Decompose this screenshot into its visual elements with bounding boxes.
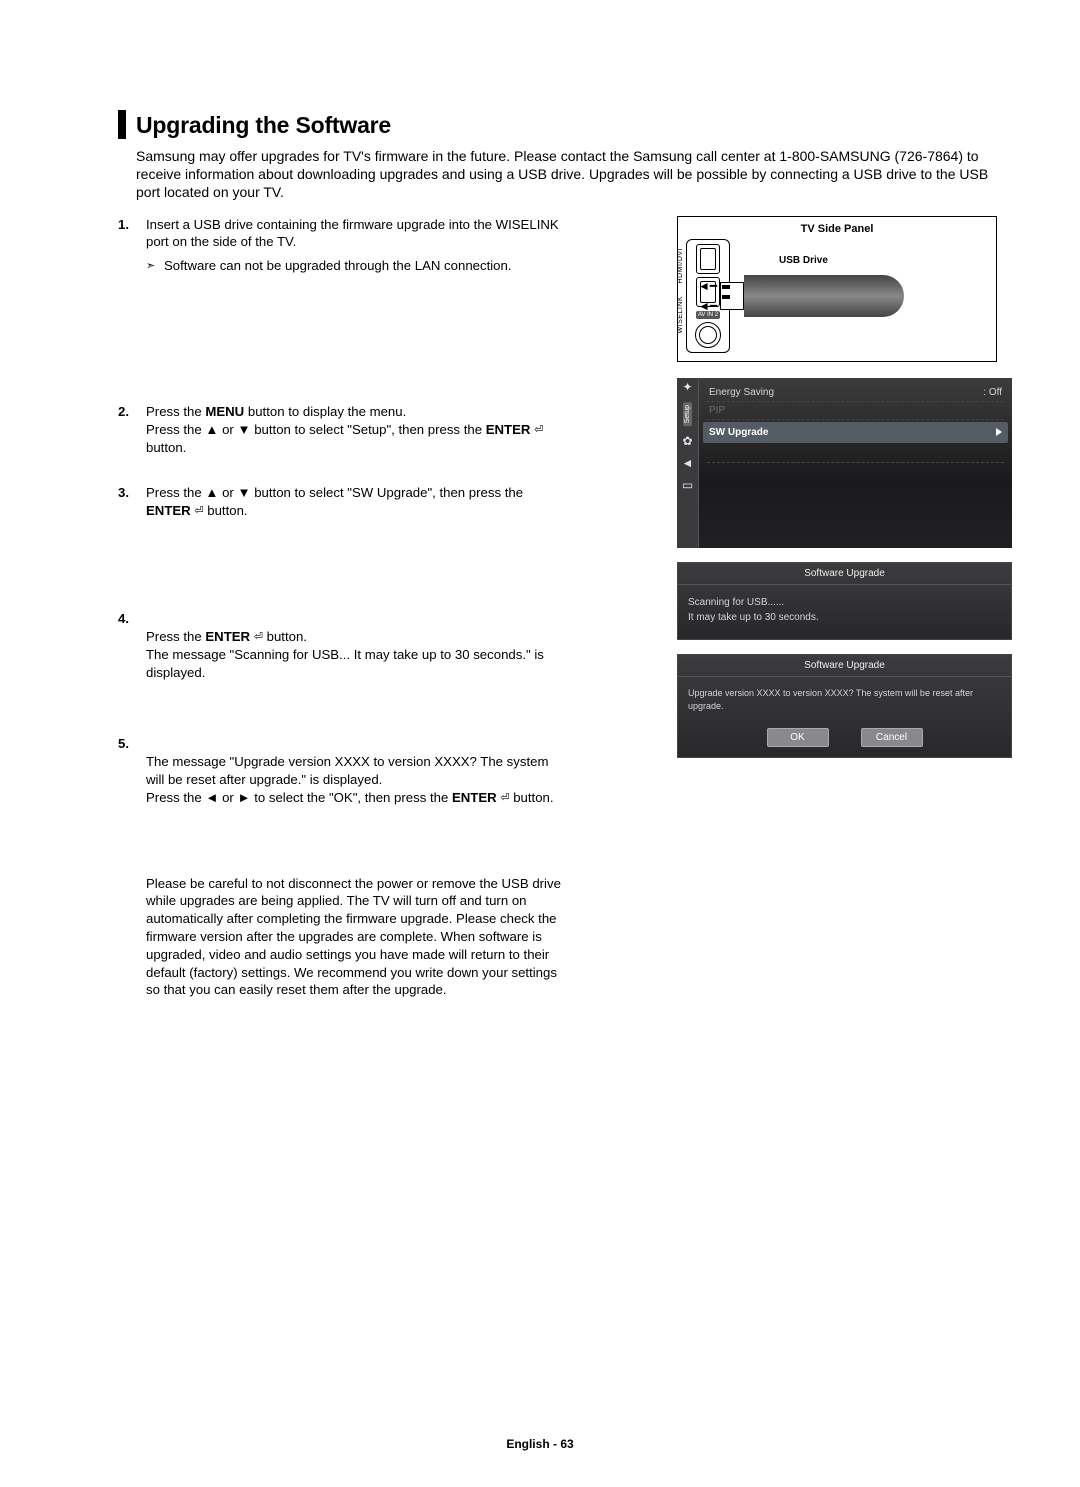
heading-row: Upgrading the Software [118, 110, 1012, 139]
menu-sidebar: ✦ Setup ✿ ◄ ▭ [677, 378, 699, 548]
step-text: Press the MENU button to display the men… [146, 403, 570, 456]
step-note: ➣ Software can not be upgraded through t… [146, 257, 570, 275]
right-column: TV Side Panel HDMI/DVI WISELINK AV IN 2 … [677, 216, 1012, 772]
dialog-body: Scanning for USB...... It may take up to… [678, 585, 1011, 639]
dialog-buttons: OK Cancel [678, 728, 1011, 757]
enter-keyword: ENTER [452, 790, 497, 805]
usb-drive-label: USB Drive [779, 255, 828, 266]
step-1: 1. Insert a USB drive containing the fir… [118, 216, 570, 275]
note-text: Software can not be upgraded through the… [164, 257, 512, 275]
menu-content: Energy Saving : Off PIP SW Upgrade [699, 378, 1012, 548]
hdmi-port-icon [696, 244, 720, 274]
menu-keyword: MENU [205, 404, 244, 419]
menu-row-sw-upgrade: SW Upgrade [703, 422, 1008, 443]
step-text: Press the ENTER ⏎ button. The message "S… [146, 610, 570, 681]
usb-pins-icon [722, 285, 730, 299]
heading-bar [118, 110, 126, 139]
intro-paragraph: Samsung may offer upgrades for TV's firm… [136, 147, 1012, 202]
step-number: 1. [118, 216, 146, 275]
menu-row-blank [707, 445, 1004, 463]
usb-body-icon: ◄━ ◄━ [744, 275, 904, 317]
figure-title: TV Side Panel [686, 223, 988, 235]
step-number: 2. [118, 403, 146, 456]
enter-keyword: ENTER [486, 422, 531, 437]
page-title: Upgrading the Software [136, 110, 391, 139]
chevron-right-icon [996, 428, 1002, 436]
cancel-button[interactable]: Cancel [861, 728, 923, 747]
insert-arrow-icon: ◄━ [698, 299, 717, 313]
step-5: 5. The message "Upgrade version XXXX to … [118, 735, 570, 806]
menu-row-energy: Energy Saving : Off [707, 384, 1004, 402]
step-4: 4. Press the ENTER ⏎ button. The message… [118, 610, 570, 681]
menu-row-pip: PIP [707, 402, 1004, 420]
dialog-line: Scanning for USB...... [688, 595, 1001, 610]
picture-icon: ▭ [681, 478, 695, 492]
port-label-wiselink: WISELINK [677, 296, 684, 333]
note-arrow-icon: ➣ [146, 257, 164, 274]
step-number: 5. [118, 735, 146, 806]
sidebar-icon: ✦ [681, 380, 695, 394]
menu-screenshot: ✦ Setup ✿ ◄ ▭ Energy Saving : Off PIP S [677, 378, 1012, 548]
dialog-line: It may take up to 30 seconds. [688, 610, 1001, 625]
enter-icon: ⏎ [254, 630, 263, 645]
enter-keyword: ENTER [205, 629, 250, 644]
enter-icon: ⏎ [534, 423, 543, 438]
av-jack-icon [695, 322, 721, 348]
step-number: 3. [118, 484, 146, 520]
step-3: 3. Press the ▲ or ▼ button to select "SW… [118, 484, 570, 520]
usb-drive-illustration: USB Drive ◄━ ◄━ [744, 275, 904, 317]
insert-arrow-icon: ◄━ [698, 279, 717, 293]
port-label-hdmi: HDMI/DVI [677, 248, 684, 284]
gear-icon: ✿ [681, 434, 695, 448]
confirm-dialog: Software Upgrade Upgrade version XXXX to… [677, 654, 1012, 758]
enter-icon: ⏎ [500, 791, 509, 806]
scanning-dialog: Software Upgrade Scanning for USB...... … [677, 562, 1012, 640]
step-number: 4. [118, 610, 146, 681]
side-panel-figure: TV Side Panel HDMI/DVI WISELINK AV IN 2 … [677, 216, 997, 362]
step-text: Insert a USB drive containing the firmwa… [146, 217, 559, 250]
dialog-title: Software Upgrade [678, 563, 1011, 585]
two-column-layout: 1. Insert a USB drive containing the fir… [118, 216, 1012, 1000]
step-list: 1. Insert a USB drive containing the fir… [118, 216, 570, 875]
step-text: The message "Upgrade version XXXX to ver… [146, 735, 570, 806]
left-column: 1. Insert a USB drive containing the fir… [118, 216, 570, 1000]
dialog-body: Upgrade version XXXX to version XXXX? Th… [678, 677, 1011, 728]
ok-button[interactable]: OK [767, 728, 829, 747]
step-2: 2. Press the MENU button to display the … [118, 403, 570, 456]
sidebar-tab: Setup [683, 402, 692, 426]
sound-icon: ◄ [681, 456, 695, 470]
closing-paragraph: Please be careful to not disconnect the … [146, 875, 570, 1000]
enter-icon: ⏎ [194, 504, 203, 519]
dialog-title: Software Upgrade [678, 655, 1011, 677]
step-text: Press the ▲ or ▼ button to select "SW Up… [146, 484, 570, 520]
enter-keyword: ENTER [146, 503, 191, 518]
page-footer: English - 63 [0, 1437, 1080, 1451]
